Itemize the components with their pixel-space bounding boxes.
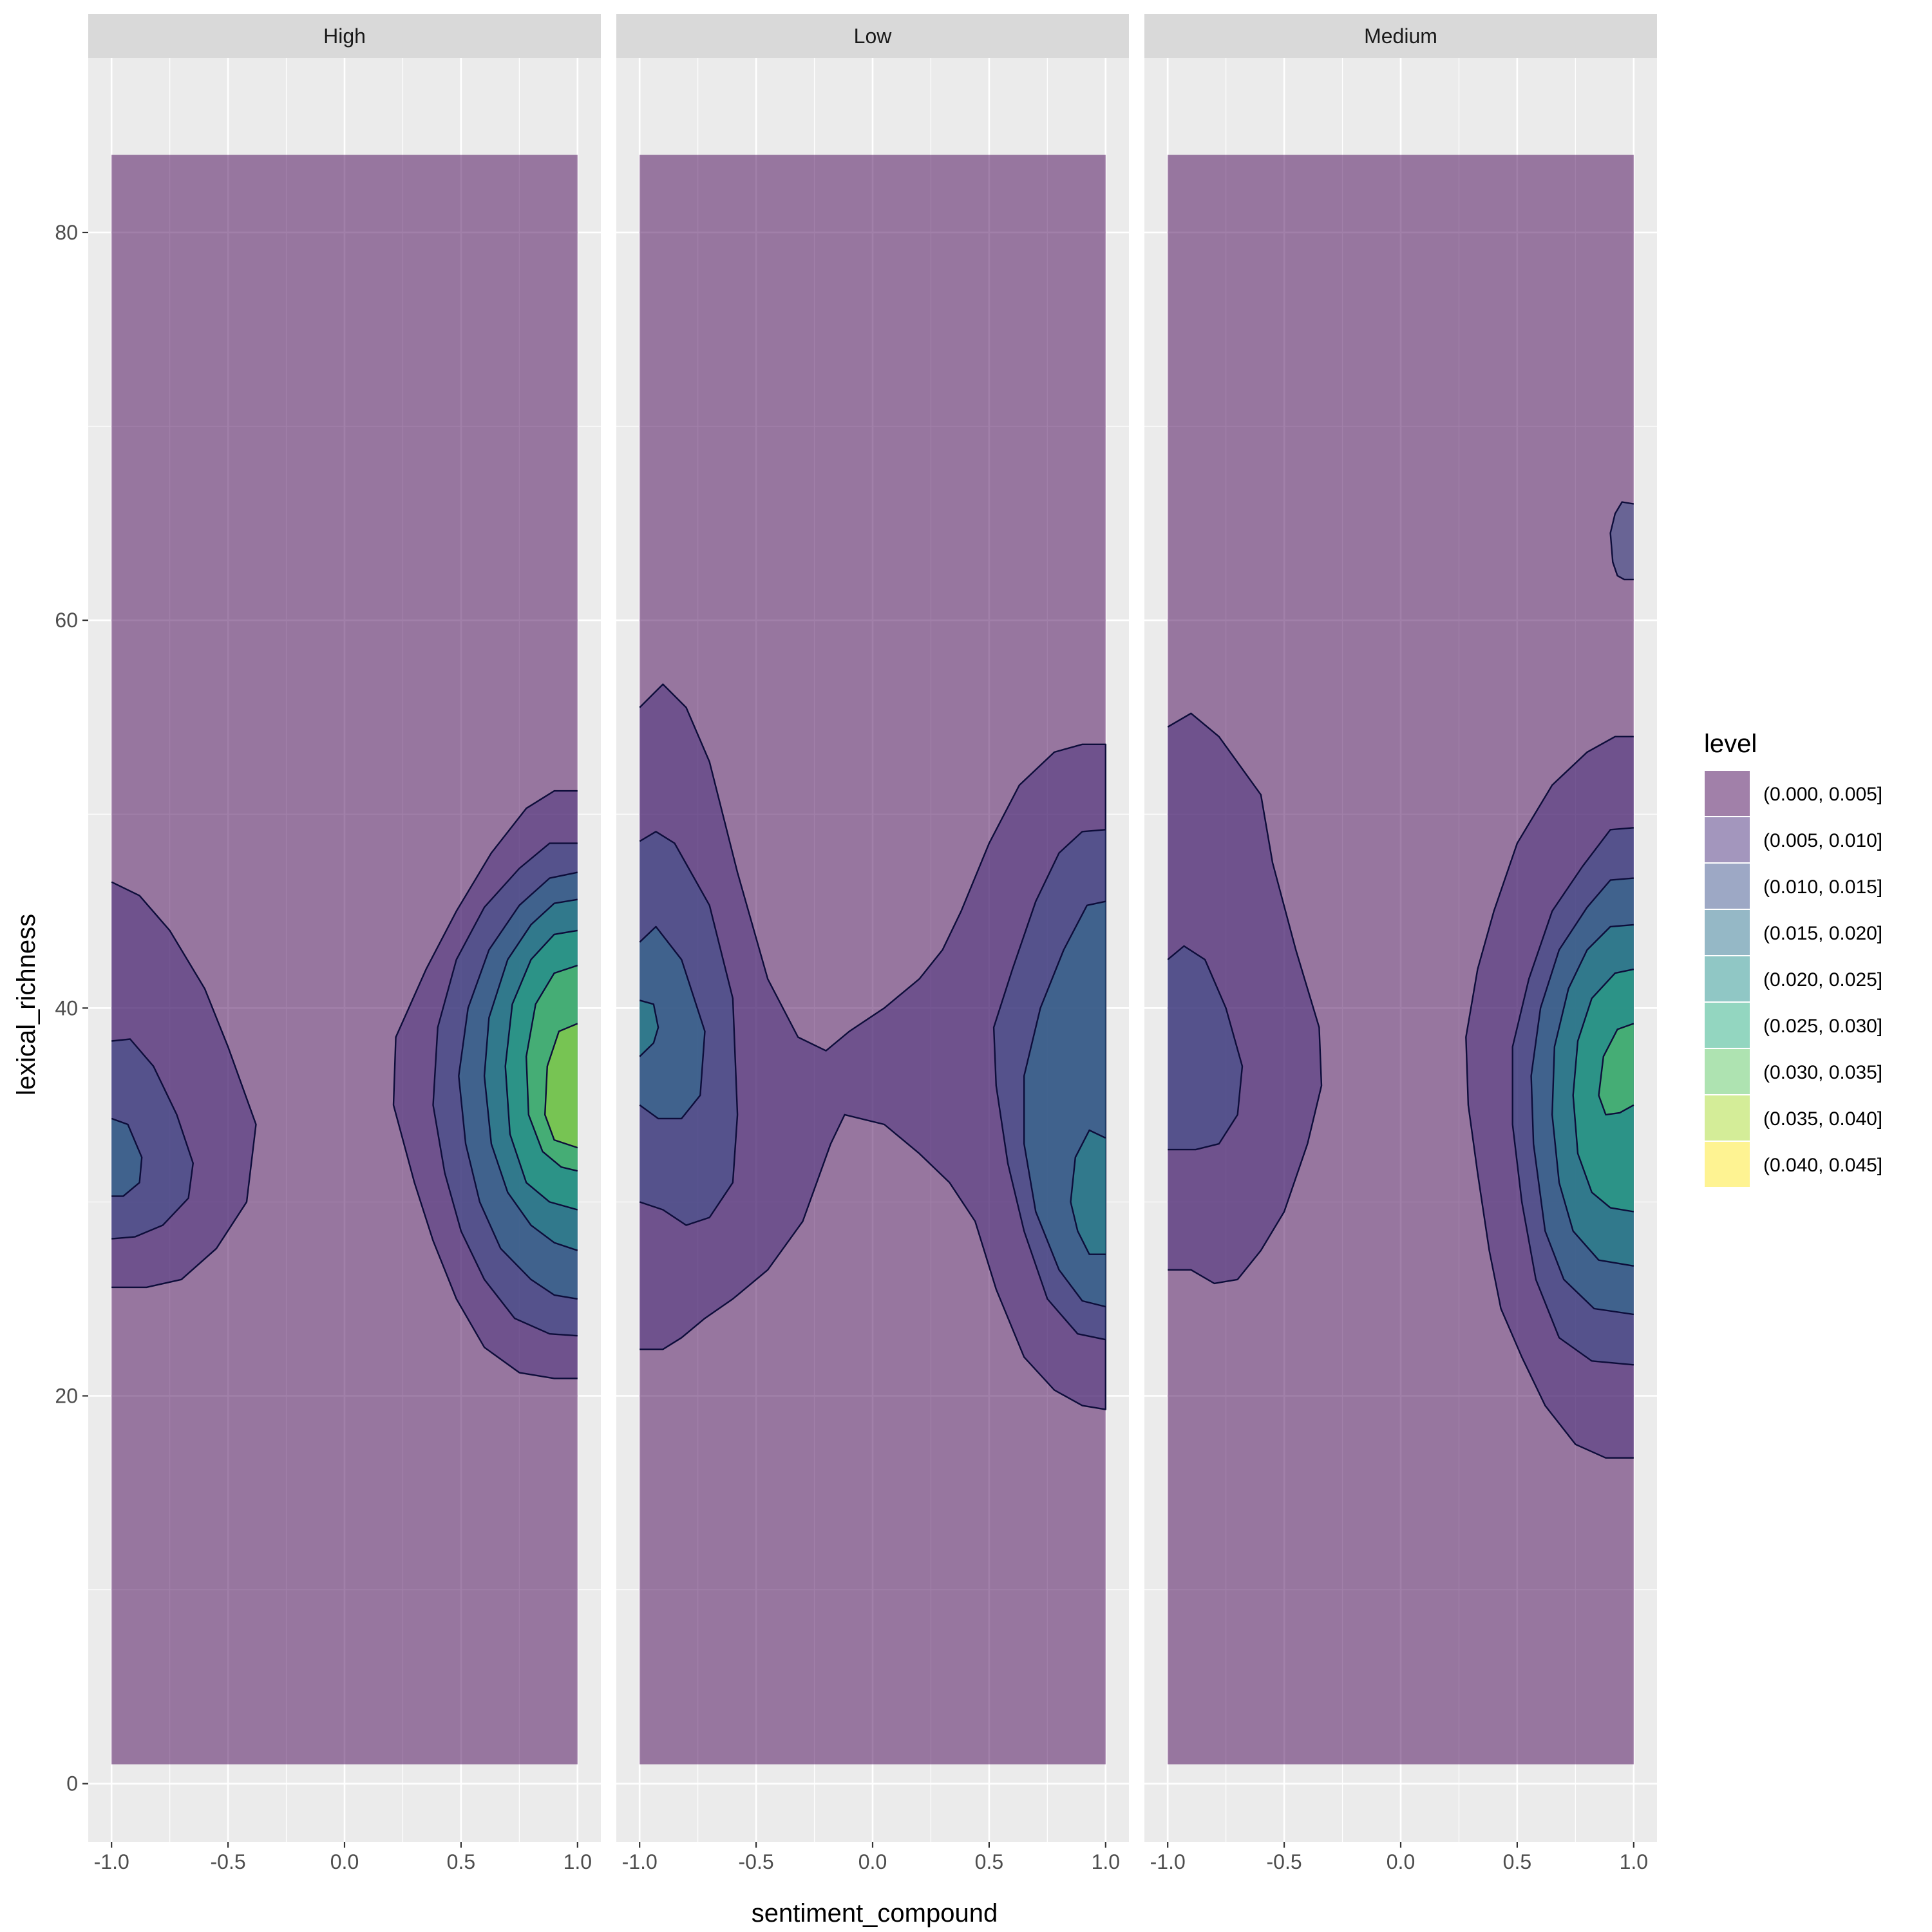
contour-line (1572, 968, 1634, 1213)
panel-medium: Medium -1.0 -0.5 0.0 0.5 1.0 (1144, 14, 1657, 1873)
legend-key-swatch (1705, 956, 1750, 1001)
facet-strip-label: Low (854, 24, 893, 48)
x-tick-label: 0.0 (858, 1850, 887, 1873)
contour-line (111, 1117, 143, 1197)
panel-high: High -1.0 -0.5 0.0 0.5 1.0 0 20 40 60 80 (55, 14, 601, 1873)
contour-line (1511, 827, 1634, 1366)
y-tick-label: 20 (55, 1385, 78, 1408)
contour-line (504, 929, 578, 1211)
y-tick-label: 60 (55, 609, 78, 632)
legend-key-label: (0.000, 0.005] (1763, 784, 1882, 805)
legend-title: level (1704, 730, 1757, 758)
y-tick-label: 0 (66, 1772, 78, 1795)
x-tick-label: 1.0 (1620, 1850, 1648, 1873)
legend-key-label: (0.025, 0.030] (1763, 1016, 1882, 1037)
y-tick-label: 80 (55, 221, 78, 244)
x-tick-label: 1.0 (1092, 1850, 1120, 1873)
x-tick-label: 0.0 (1387, 1850, 1415, 1873)
legend-key-swatch (1705, 864, 1750, 909)
facet-strip (1144, 14, 1657, 58)
contour-line (1023, 900, 1106, 1308)
facet-strip (88, 14, 601, 58)
x-tick-label: 0.0 (330, 1850, 359, 1873)
x-tick-label: 0.5 (975, 1850, 1003, 1873)
x-axis-title: sentiment_compound (752, 1899, 998, 1927)
legend-key-swatch (1705, 1049, 1750, 1094)
legend-key-label: (0.010, 0.015] (1763, 876, 1882, 898)
legend-key-label: (0.040, 0.045] (1763, 1155, 1882, 1176)
x-tick-label: -0.5 (1267, 1850, 1302, 1873)
panel-low: Low -1.0 -0.5 0.0 0.5 1.0 (616, 14, 1129, 1873)
contour-line (483, 898, 578, 1251)
legend-keys: (0.000, 0.005] (0.005, 0.010] (0.010, 0.01… (1703, 770, 1882, 1188)
x-tick-label: 0.5 (447, 1850, 475, 1873)
contour-line (526, 964, 578, 1172)
density-band-level-1 (639, 684, 1106, 1410)
facet-strip-label: High (323, 24, 366, 48)
x-tick-label: -0.5 (211, 1850, 246, 1873)
contour-line (639, 831, 739, 1226)
contour-line (639, 925, 706, 1120)
contour-line (1167, 712, 1323, 1285)
contour-line (458, 871, 578, 1300)
contour-line (1070, 1129, 1106, 1255)
density-band-level-3 (639, 926, 705, 1119)
contour-line (639, 999, 659, 1057)
x-tick-label: -1.0 (1150, 1850, 1186, 1873)
y-tick-label: 40 (55, 996, 78, 1019)
legend-key-label: (0.030, 0.035] (1763, 1062, 1882, 1083)
contour-line (1465, 735, 1634, 1459)
x-tick-label: -1.0 (622, 1850, 658, 1873)
contour-line (392, 790, 578, 1379)
legend-key-label: (0.035, 0.040] (1763, 1108, 1882, 1130)
facet-panels: High -1.0 -0.5 0.0 0.5 1.0 0 20 40 60 80 Low -1.0 -0.… (55, 14, 1657, 1873)
legend-key-label: (0.005, 0.010] (1763, 830, 1882, 851)
facet-strip-label: Medium (1364, 24, 1437, 48)
x-tick-label: 0.5 (1503, 1850, 1531, 1873)
legend-key-label: (0.015, 0.020] (1763, 923, 1882, 944)
density-band-level-4 (1070, 1130, 1106, 1255)
density-band-level-2 (1610, 502, 1634, 580)
legend-key-label: (0.020, 0.025] (1763, 969, 1882, 990)
x-tick-label: 1.0 (564, 1850, 592, 1873)
facet-strip (616, 14, 1129, 58)
legend-key-swatch (1705, 1142, 1750, 1187)
legend-key-swatch (1705, 910, 1750, 955)
x-tick-label: -0.5 (739, 1850, 774, 1873)
density-band-level-6 (1598, 1023, 1634, 1115)
contour-line (992, 829, 1106, 1341)
y-axis-title: lexical_richness (12, 914, 41, 1095)
contour-line (1551, 923, 1634, 1267)
density-band-level-3 (111, 1118, 142, 1197)
legend: level (0.000, 0.005] (0.005, 0.010] (0.010… (1703, 730, 1882, 1188)
contour-line (1609, 501, 1634, 581)
contour-line (1530, 877, 1634, 1316)
x-tick-label: -1.0 (94, 1850, 129, 1873)
legend-key-swatch (1705, 771, 1750, 816)
contour-line (111, 1038, 194, 1240)
legend-key-swatch (1705, 817, 1750, 862)
contour-line (432, 842, 578, 1337)
density-band-level-7 (545, 1023, 578, 1148)
contour-line (111, 881, 257, 1289)
contour-line (1598, 1023, 1634, 1116)
contour-line (544, 1023, 578, 1149)
contour-line (1167, 945, 1244, 1151)
legend-key-swatch (1705, 1003, 1750, 1048)
density-band-level-2 (1168, 946, 1242, 1150)
legend-key-swatch (1705, 1095, 1750, 1141)
